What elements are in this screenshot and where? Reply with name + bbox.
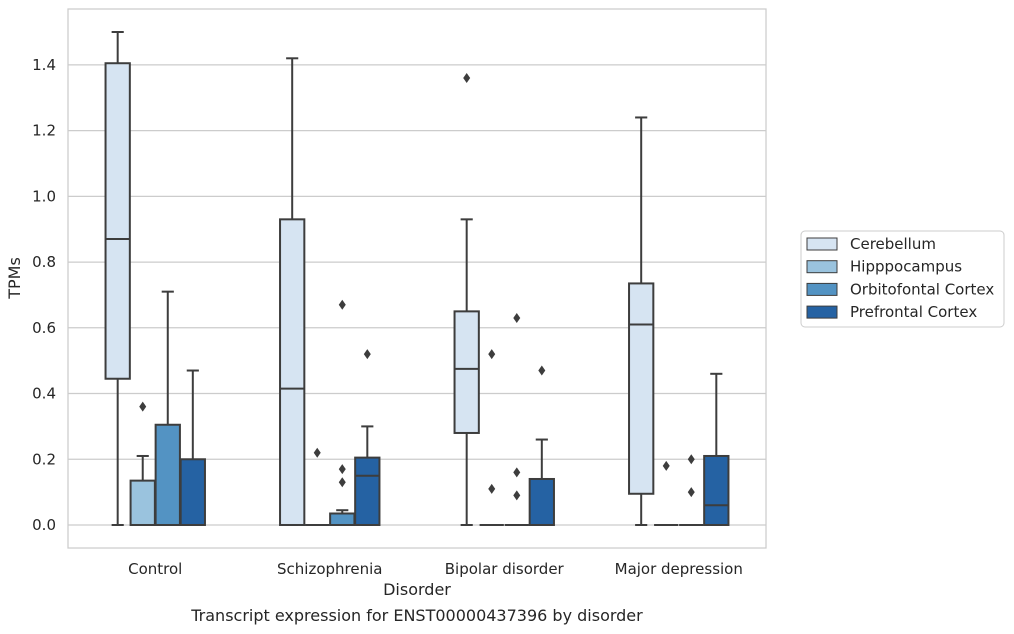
outlier-point	[363, 349, 371, 360]
box	[453, 310, 480, 434]
legend-label: Hipppocampus	[850, 258, 962, 276]
box-group	[279, 57, 306, 526]
box-group	[104, 31, 131, 526]
outlier-point	[538, 365, 546, 376]
box-group	[329, 299, 356, 526]
y-tick-label: 0.6	[32, 319, 56, 337]
box-groups	[104, 31, 730, 526]
x-tick-label: Control	[128, 560, 182, 578]
legend-swatch	[806, 282, 838, 296]
y-tick-label: 1.0	[32, 187, 56, 205]
outlier-point	[338, 477, 346, 488]
legend-frame	[800, 230, 1005, 328]
outlier-point	[338, 299, 346, 310]
legend-label: Prefrontal Cortex	[850, 303, 977, 321]
outlier-point	[687, 454, 695, 465]
box	[528, 477, 555, 526]
outlier-point	[687, 487, 695, 498]
box-group	[479, 349, 504, 526]
outlier-point	[338, 464, 346, 475]
box-group	[654, 460, 679, 526]
box-group	[179, 369, 206, 526]
box-group	[628, 116, 655, 526]
outlier-point	[313, 447, 321, 458]
x-tick-label: Bipolar disorder	[445, 560, 565, 578]
legend-swatch	[806, 305, 838, 319]
outlier-point	[139, 401, 147, 412]
box	[279, 218, 306, 526]
box	[354, 456, 381, 526]
y-tick-label: 0.8	[32, 253, 56, 271]
legend-label: Cerebellum	[850, 235, 936, 253]
legend-label: Orbitofontal Cortex	[850, 280, 994, 298]
outlier-point	[488, 349, 496, 360]
box-group	[679, 454, 704, 526]
legend-swatch	[806, 237, 838, 251]
box	[154, 423, 181, 526]
y-tick-label: 1.4	[32, 56, 56, 74]
y-tick-label: 0.0	[32, 516, 56, 534]
legend-swatch	[806, 260, 838, 274]
box-group	[504, 312, 529, 526]
outlier-point	[488, 483, 496, 494]
outlier-point	[463, 73, 471, 84]
plot-area-frame	[67, 8, 767, 549]
box	[104, 62, 131, 380]
box	[129, 479, 156, 526]
box-group	[154, 290, 181, 526]
y-tick-label: 1.2	[32, 122, 56, 140]
box-group	[129, 401, 156, 526]
box	[179, 458, 206, 526]
x-tick-label: Major depression	[615, 560, 743, 578]
box	[703, 454, 730, 526]
figure-caption: Transcript expression for ENST0000043739…	[191, 606, 643, 625]
y-tick-label: 0.4	[32, 385, 56, 403]
box	[329, 512, 356, 526]
x-tick-label: Schizophrenia	[277, 560, 382, 578]
x-axis-ticks: Control Schizophrenia Bipolar disorder Majo…	[128, 560, 743, 578]
y-tick-label: 0.2	[32, 450, 56, 468]
outlier-point	[513, 490, 521, 501]
box-group	[528, 365, 555, 526]
box-group	[453, 73, 480, 526]
x-axis-label: Disorder	[383, 580, 451, 599]
y-axis-label: TPMs	[5, 257, 24, 300]
legend: Cerebellum Hipppocampus Orbitofontal Corte…	[800, 230, 1005, 328]
y-axis-ticks: 0.0 0.2 0.4 0.6 0.8 1.0 1.2 1.4	[32, 56, 56, 534]
box-group	[305, 447, 330, 526]
box-group	[354, 349, 381, 526]
box-group	[703, 372, 730, 526]
box	[628, 282, 655, 495]
outlier-point	[513, 312, 521, 323]
outlier-point	[513, 467, 521, 478]
outlier-point	[662, 460, 670, 471]
